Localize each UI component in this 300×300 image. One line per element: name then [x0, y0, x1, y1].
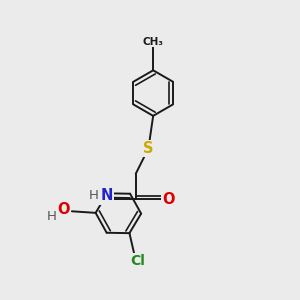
- Text: O: O: [162, 191, 174, 206]
- Text: S: S: [143, 141, 154, 156]
- Text: CH₃: CH₃: [143, 37, 164, 46]
- Text: Cl: Cl: [130, 254, 145, 268]
- Text: H: H: [89, 189, 99, 202]
- Text: O: O: [57, 202, 69, 217]
- Text: N: N: [100, 188, 113, 203]
- Text: H: H: [46, 211, 56, 224]
